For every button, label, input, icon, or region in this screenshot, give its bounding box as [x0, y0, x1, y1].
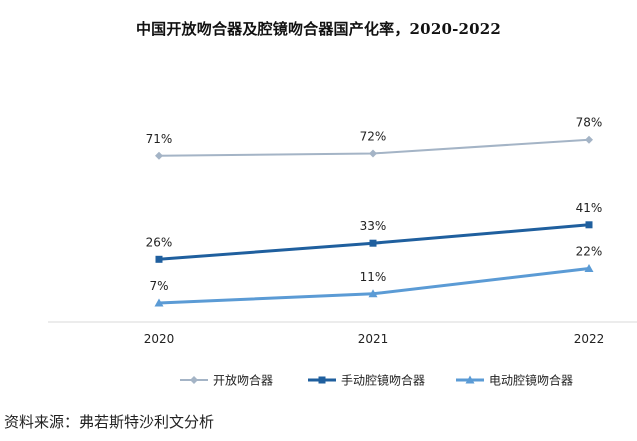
legend-label: 手动腔镜吻合器 [341, 373, 425, 388]
legend-marker [318, 376, 326, 384]
data-point [585, 135, 593, 144]
data-point [155, 151, 163, 160]
data-point [584, 264, 594, 272]
data-label: 72% [360, 130, 387, 144]
legend-label: 电动腔镜吻合器 [489, 373, 573, 388]
data-point [369, 149, 377, 158]
data-label: 71% [146, 132, 173, 146]
legend-marker [465, 375, 475, 384]
source-note: 资料来源：弗若斯特沙利文分析 [4, 413, 215, 431]
data-label: 22% [576, 245, 603, 259]
legend: 开放吻合器 手动腔镜吻合器 电动腔镜吻合器 [180, 373, 573, 388]
x-tick-label: 2022 [574, 332, 605, 346]
x-tick-label: 2021 [358, 332, 389, 346]
data-label: 41% [576, 201, 603, 215]
x-axis-ticks: 2020 2021 2022 [144, 332, 605, 346]
data-point [368, 289, 378, 298]
data-label: 78% [576, 116, 603, 130]
data-label: 11% [360, 270, 387, 284]
data-point [155, 255, 163, 263]
chart-title: 中国开放吻合器及腔镜吻合器国产化率，2020-2022 [135, 20, 502, 38]
data-label: 33% [360, 219, 387, 233]
data-point [585, 221, 593, 229]
data-point [369, 239, 377, 247]
legend-label: 开放吻合器 [213, 373, 273, 388]
data-label: 26% [146, 235, 173, 249]
data-point [154, 298, 164, 307]
data-labels: 71% 72% 78% 26% 33% 41% 7% 11% 22% [146, 116, 603, 293]
x-tick-label: 2020 [144, 332, 175, 346]
series-layer [154, 135, 594, 307]
legend-marker [190, 376, 198, 384]
data-label: 7% [149, 279, 168, 293]
